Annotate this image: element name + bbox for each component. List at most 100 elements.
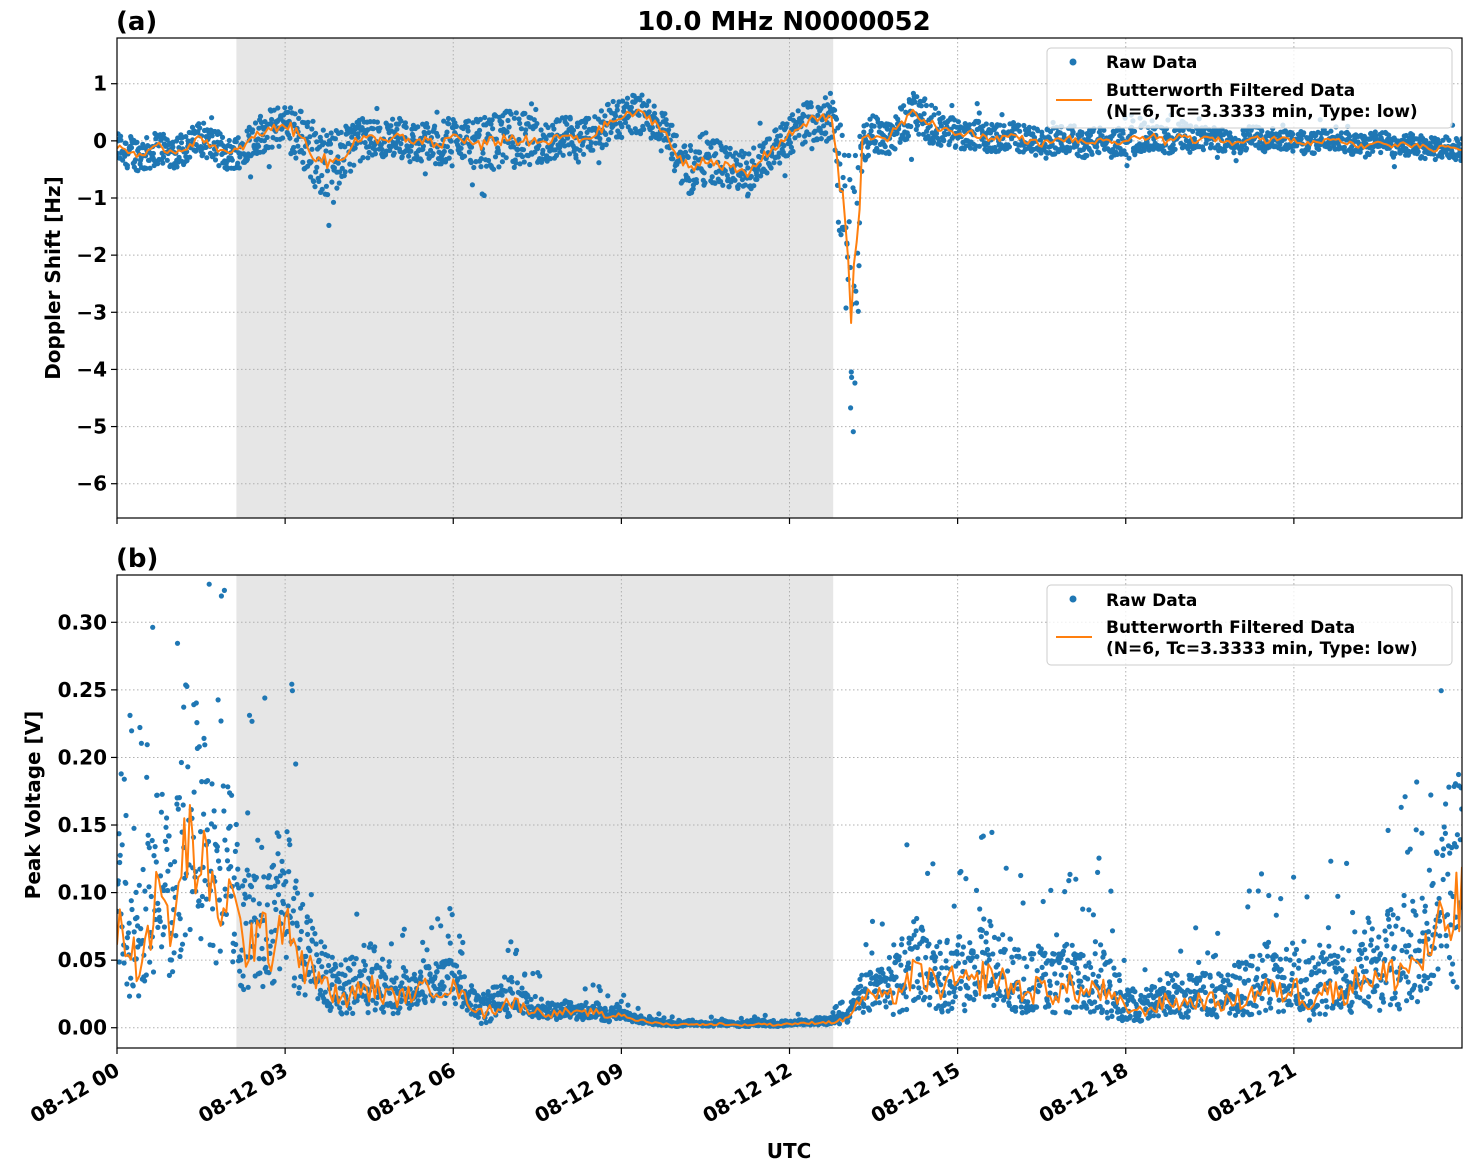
- raw-data-point: [809, 146, 815, 152]
- raw-data-point: [745, 191, 751, 197]
- raw-data-point: [855, 308, 861, 314]
- raw-data-point: [903, 967, 909, 974]
- raw-data-point: [1048, 887, 1054, 894]
- raw-data-point: [466, 149, 472, 155]
- raw-data-point: [672, 143, 678, 149]
- raw-data-point: [287, 842, 293, 848]
- raw-data-point: [932, 965, 938, 972]
- raw-data-point: [238, 957, 244, 963]
- raw-data-point: [291, 975, 298, 981]
- raw-data-point: [1263, 134, 1269, 140]
- raw-data-point: [777, 133, 784, 139]
- raw-data-point: [701, 170, 707, 176]
- raw-data-point: [598, 108, 605, 114]
- raw-data-point: [415, 998, 421, 1004]
- raw-data-point: [1423, 138, 1429, 144]
- raw-data-point: [473, 1003, 479, 1009]
- raw-data-point: [729, 169, 736, 175]
- raw-data-point: [581, 151, 587, 157]
- raw-data-point: [1290, 148, 1296, 154]
- raw-data-point: [237, 968, 243, 974]
- raw-data-point: [410, 133, 416, 140]
- raw-data-point: [365, 1010, 371, 1016]
- raw-data-point: [641, 126, 647, 132]
- raw-data-point: [619, 134, 625, 140]
- raw-data-point: [210, 906, 216, 912]
- raw-data-point: [789, 112, 796, 118]
- raw-data-point: [418, 973, 424, 980]
- raw-data-point: [961, 1002, 967, 1008]
- raw-data-point: [766, 136, 773, 142]
- raw-data-point: [851, 188, 858, 195]
- raw-data-point: [790, 148, 796, 154]
- raw-data-point: [960, 944, 967, 950]
- panel-a-ylabel: Doppler Shift [Hz]: [41, 176, 65, 380]
- raw-data-point: [983, 930, 990, 936]
- raw-data-point: [666, 127, 672, 133]
- raw-data-point: [995, 962, 1001, 968]
- raw-data-point: [853, 288, 859, 294]
- raw-data-point: [1099, 133, 1105, 139]
- raw-data-point: [914, 122, 921, 128]
- raw-data-point: [1314, 1002, 1321, 1009]
- raw-data-point: [662, 111, 668, 117]
- raw-data-point: [590, 982, 596, 988]
- raw-data-point: [1225, 978, 1231, 984]
- raw-data-point: [160, 160, 166, 166]
- raw-data-point: [400, 932, 406, 938]
- raw-data-point: [213, 960, 219, 966]
- raw-data-point: [1299, 994, 1305, 1001]
- raw-data-point: [304, 914, 310, 920]
- raw-data-point: [1183, 137, 1189, 144]
- raw-data-point: [261, 874, 267, 880]
- raw-data-point: [922, 96, 928, 102]
- raw-data-point: [738, 1015, 744, 1022]
- raw-data-point: [317, 987, 324, 994]
- raw-data-point: [523, 127, 529, 133]
- raw-data-point: [348, 168, 354, 174]
- raw-data-point: [955, 119, 962, 125]
- raw-data-point: [537, 973, 543, 979]
- raw-data-point: [745, 165, 751, 171]
- raw-data-point: [1062, 889, 1068, 895]
- raw-data-point: [310, 925, 316, 931]
- raw-data-point: [958, 978, 965, 984]
- raw-data-point: [969, 955, 976, 961]
- raw-data-point: [624, 101, 630, 107]
- raw-data-point: [916, 985, 922, 991]
- raw-data-point: [519, 985, 525, 991]
- raw-data-point: [1307, 1000, 1314, 1006]
- raw-data-point: [933, 130, 940, 137]
- raw-data-point: [447, 940, 453, 946]
- raw-data-point: [305, 119, 311, 125]
- raw-data-point: [319, 172, 325, 179]
- raw-data-point: [434, 109, 440, 115]
- raw-data-point: [894, 130, 900, 136]
- raw-data-point: [179, 941, 186, 947]
- raw-data-point: [269, 116, 275, 123]
- raw-data-point: [1127, 1013, 1133, 1019]
- raw-data-point: [712, 180, 718, 186]
- raw-data-point: [283, 954, 289, 960]
- raw-data-point: [661, 1015, 667, 1021]
- raw-data-point: [340, 1000, 346, 1006]
- raw-data-point: [353, 956, 359, 962]
- raw-data-point: [445, 115, 452, 122]
- raw-data-point: [597, 987, 603, 994]
- raw-data-point: [372, 944, 378, 950]
- raw-data-point: [1141, 147, 1147, 153]
- raw-data-point: [193, 700, 199, 706]
- raw-data-point: [292, 885, 298, 891]
- raw-data-point: [608, 129, 614, 136]
- raw-data-point: [801, 113, 807, 119]
- raw-data-point: [142, 888, 148, 894]
- raw-data-point: [1090, 971, 1096, 978]
- raw-data-point: [475, 1014, 481, 1020]
- raw-data-point: [477, 1003, 483, 1010]
- raw-data-point: [545, 124, 551, 131]
- raw-data-point: [240, 883, 246, 889]
- raw-data-point: [955, 942, 961, 948]
- raw-data-point: [159, 944, 165, 950]
- raw-data-point: [452, 1001, 459, 1007]
- raw-data-point: [1060, 948, 1067, 954]
